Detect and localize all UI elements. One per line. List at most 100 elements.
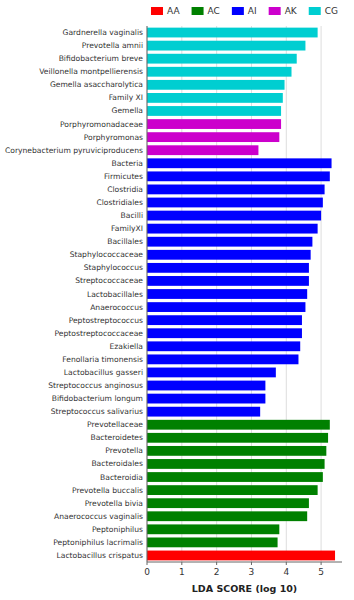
bar bbox=[147, 67, 292, 77]
bar bbox=[147, 276, 309, 286]
legend-swatch bbox=[269, 7, 281, 15]
bar bbox=[147, 315, 302, 325]
bar bbox=[147, 41, 305, 51]
y-tick-label: Peptoniphilus lacrimalis bbox=[53, 538, 143, 547]
legend-label: AC bbox=[208, 6, 220, 16]
legend: AA AC AI AK CG bbox=[151, 6, 338, 16]
bar bbox=[147, 446, 326, 456]
bar bbox=[147, 54, 297, 64]
y-tick-label: Lactobacillus gasseri bbox=[64, 368, 143, 377]
y-tick-label: Streptococcaceae bbox=[75, 276, 143, 285]
bar bbox=[147, 93, 283, 103]
x-tick bbox=[251, 562, 252, 565]
x-tick-label: 1 bbox=[179, 567, 185, 577]
bar bbox=[147, 433, 328, 443]
legend-item: CG bbox=[309, 6, 338, 16]
y-tick-label: Corynebacterium pyruviciproducens bbox=[5, 146, 143, 155]
y-tick-label: Prevotella amnii bbox=[82, 41, 143, 50]
y-tick-label: Streptococcus salivarius bbox=[51, 407, 143, 416]
x-tick-label: 3 bbox=[249, 567, 255, 577]
legend-swatch bbox=[232, 7, 244, 15]
y-tick-label: Streptococcus anginosus bbox=[48, 381, 143, 390]
bar bbox=[147, 420, 330, 430]
y-tick-label: Gemella asaccharolytica bbox=[50, 80, 143, 89]
bar bbox=[147, 119, 281, 129]
y-tick-label: Bacteroidia bbox=[100, 473, 143, 482]
bar bbox=[147, 224, 318, 234]
y-tick-label: Firmicutes bbox=[104, 172, 143, 181]
y-tick-label: Prevotella buccalis bbox=[72, 486, 143, 495]
bar bbox=[147, 250, 311, 260]
y-tick-label: Bifidobacterium longum bbox=[52, 394, 143, 403]
bar bbox=[147, 237, 312, 247]
x-tick bbox=[321, 562, 322, 565]
y-tick-label: Peptostreptococcaceae bbox=[55, 329, 144, 338]
legend-swatch bbox=[192, 7, 204, 15]
legend-item: AA bbox=[151, 6, 180, 16]
x-tick-label: 4 bbox=[283, 567, 289, 577]
bar bbox=[147, 407, 260, 417]
legend-label: AA bbox=[167, 6, 180, 16]
bar bbox=[147, 354, 298, 364]
bar bbox=[147, 302, 305, 312]
x-axis-label: LDA SCORE (log 10) bbox=[192, 583, 297, 594]
legend-item: AC bbox=[192, 6, 220, 16]
axes: 012345 bbox=[144, 26, 342, 577]
y-tick-label: Porphyromonas bbox=[84, 133, 143, 142]
bar bbox=[147, 459, 325, 469]
y-tick-label: Gardnerella vaginalis bbox=[63, 28, 144, 37]
grid-line bbox=[147, 26, 148, 562]
legend-swatch bbox=[309, 7, 321, 15]
bar bbox=[147, 328, 302, 338]
bar bbox=[147, 551, 335, 561]
y-tick-label: Bacillales bbox=[107, 237, 143, 246]
y-tick-label: FamilyXI bbox=[111, 224, 143, 233]
y-tick-label: Gemella bbox=[112, 106, 144, 115]
legend-item: AI bbox=[232, 6, 257, 16]
y-tick-label: Peptoniphilus bbox=[92, 525, 143, 534]
y-tick-label: Lactobacillus crispatus bbox=[57, 551, 143, 560]
bar bbox=[147, 80, 285, 90]
y-tick-label: Lactobacillales bbox=[87, 290, 143, 299]
y-tick-label: Anaerococcus vaginalis bbox=[54, 512, 143, 521]
y-tick-label: Peptostreptococcus bbox=[69, 316, 143, 325]
bar bbox=[147, 289, 307, 299]
chart: Gardnerella vaginalis Prevotella amnii Bif… bbox=[0, 0, 354, 600]
legend-item: AK bbox=[269, 6, 298, 16]
bar bbox=[147, 185, 325, 195]
y-tick-label: Porphyromonadaceae bbox=[60, 120, 143, 129]
y-tick-label: Clostridia bbox=[107, 185, 143, 194]
x-tick bbox=[181, 562, 182, 565]
bar bbox=[147, 485, 318, 495]
y-tick-label: Fenollaria timonensis bbox=[62, 355, 143, 364]
bar bbox=[147, 198, 323, 208]
bar bbox=[147, 394, 265, 404]
bar bbox=[147, 171, 330, 181]
bar bbox=[147, 498, 309, 508]
bar bbox=[147, 472, 323, 482]
bars bbox=[147, 28, 335, 561]
legend-label: AI bbox=[248, 6, 257, 16]
bar bbox=[147, 537, 278, 547]
bar bbox=[147, 341, 300, 351]
y-axis-line bbox=[147, 26, 148, 562]
legend-label: AK bbox=[285, 6, 298, 16]
legend-label: CG bbox=[325, 6, 338, 16]
x-tick bbox=[147, 562, 148, 565]
y-tick-label: Bacteria bbox=[111, 159, 143, 168]
bar bbox=[147, 511, 307, 521]
y-tick-label: Family XI bbox=[109, 93, 143, 102]
bar bbox=[147, 145, 258, 155]
y-tick-label: Clostridiales bbox=[96, 198, 143, 207]
bar bbox=[147, 28, 318, 38]
bar bbox=[147, 132, 279, 142]
y-tick-label: Ezakiella bbox=[110, 342, 144, 351]
bar bbox=[147, 524, 279, 534]
y-tick-label: Prevotella bbox=[105, 446, 143, 455]
legend-swatch bbox=[151, 7, 163, 15]
x-tick-label: 5 bbox=[318, 567, 324, 577]
y-tick-label: Bacteroidetes bbox=[91, 433, 144, 442]
y-tick-label: Staphylococcaceae bbox=[70, 250, 144, 259]
y-tick-label: Staphylococcus bbox=[84, 263, 143, 272]
y-tick-label: Prevotella bivia bbox=[85, 499, 143, 508]
